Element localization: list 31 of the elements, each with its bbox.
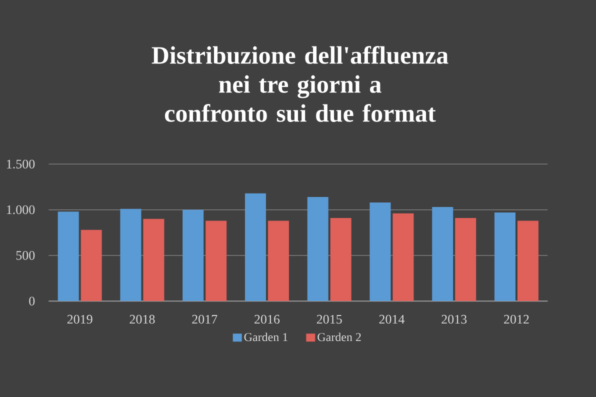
x-tick-label: 2017 [192,314,218,324]
bar [432,207,454,302]
bar [80,230,102,302]
y-tick-label: 1.500 [7,160,35,169]
y-tick-label: 500 [16,251,35,260]
bar [517,220,538,302]
x-tick-label: 2012 [504,314,529,324]
x-tick-label: 2015 [316,314,342,324]
legend-label: Garden 1 [244,332,288,342]
bar [58,212,79,302]
legend-label: Garden 2 [318,332,361,342]
x-tick-label: 2019 [67,314,92,324]
x-tick-label: 2013 [442,314,467,324]
bar [494,212,516,302]
bar [330,218,352,302]
x-tick-label: 2016 [254,314,280,324]
chart-title: Distribuzione dell'affluenza nei tre giorni a confronto sui due format [152,46,448,122]
bar [392,213,414,302]
y-tick-label: 1.000 [7,205,35,214]
bar [206,220,227,302]
bar [455,218,476,302]
bar [307,196,328,302]
bar [120,208,142,302]
x-tick-label: 2014 [379,314,405,324]
bar [182,210,204,302]
x-tick-label: 2018 [130,314,155,324]
y-tick-label: 0 [29,296,35,306]
bar [244,193,266,302]
bar [268,220,289,302]
bar [370,202,391,302]
bar [143,218,164,302]
